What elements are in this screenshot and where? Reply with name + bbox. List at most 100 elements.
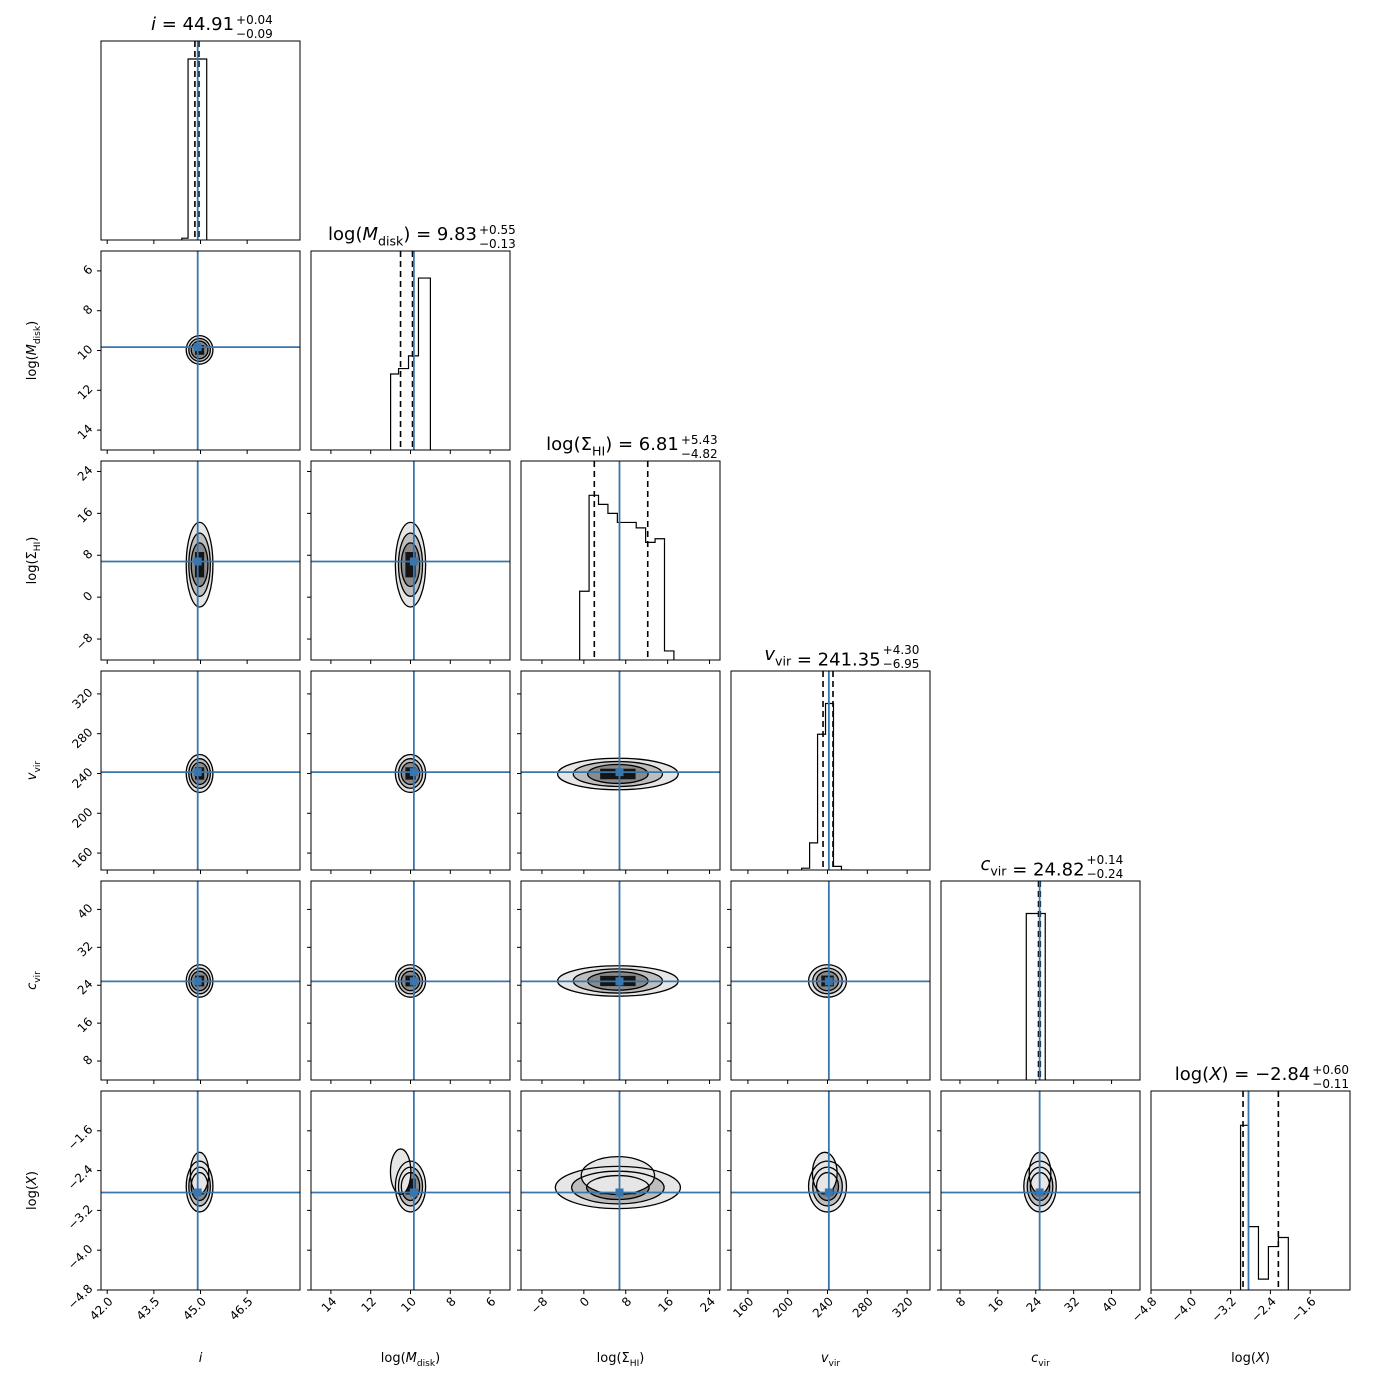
x-tick-label: 16 — [986, 1294, 1007, 1315]
x-axis-label-log_x: log(X) — [1231, 1351, 1270, 1366]
panel-3-1 — [307, 670, 511, 874]
x-tick-label: 280 — [850, 1294, 876, 1320]
y-tick-label: 240 — [69, 765, 95, 791]
panel-frame — [520, 670, 721, 871]
y-tick-label: 24 — [75, 463, 96, 484]
histogram-log_x — [1239, 1124, 1289, 1290]
y-tick-label: 320 — [69, 685, 95, 711]
contour-0 — [807, 1160, 848, 1213]
y-tick-label: 280 — [69, 725, 95, 751]
panel-content — [521, 1091, 720, 1290]
panel-0-0: i = 44.91 +0.04−0.09 — [100, 13, 301, 244]
truth-marker — [615, 768, 624, 777]
contour-0 — [394, 753, 427, 794]
y-axis-label-log_mdisk: log(Mdisk) — [25, 321, 43, 381]
contour-2 — [190, 1171, 209, 1202]
y-tick-label: −2.4 — [65, 1162, 96, 1193]
contour-0 — [185, 1160, 214, 1213]
panel-content — [521, 881, 720, 1080]
histogram-v_vir — [801, 702, 850, 870]
x-axis-label-c_vir: cvir — [1031, 1351, 1050, 1369]
panel-3-0: 160 200 240 280 320 — [69, 670, 301, 874]
y-tick-label: 200 — [69, 805, 95, 831]
x-axis-label-log_sigma_hi: log(ΣHI) — [597, 1351, 645, 1369]
x-tick-label: 320 — [890, 1294, 916, 1320]
density-core — [405, 1178, 416, 1195]
title-plus-c_vir: +0.14 — [1087, 853, 1124, 867]
contour-1 — [188, 337, 211, 362]
title-plus-log_mdisk: +0.55 — [479, 223, 516, 237]
x-tick-label: 8 — [953, 1294, 968, 1309]
panel-4-0: 8 16 24 32 40 — [75, 880, 301, 1084]
panel-4-1 — [307, 880, 511, 1084]
panel-content — [311, 671, 510, 870]
panel-5-2: −8 0 8 16 24 — [517, 1090, 721, 1317]
contour-1 — [188, 532, 211, 597]
title-v_vir: vvir = 241.35 — [764, 644, 880, 670]
contour-1 — [188, 1166, 211, 1207]
panel-5-1: 14 12 10 8 6 — [307, 1090, 511, 1315]
title-plus-v_vir: +4.30 — [883, 643, 920, 657]
panel-content — [101, 461, 300, 660]
contour-0 — [394, 1160, 427, 1213]
panel-5-0: 42.0 43.5 45.0 46.5 −4.8 −4.0 −3.2 −2.4 −1.6 — [65, 1090, 301, 1323]
truth-marker — [193, 768, 202, 777]
panel-content — [181, 41, 208, 240]
x-tick-label: 43.5 — [134, 1294, 163, 1323]
y-axis-label-c_vir: cvir — [25, 971, 43, 990]
contour-2 — [400, 542, 421, 588]
histogram-i — [181, 58, 208, 240]
x-tick-label: −4.0 — [1169, 1294, 1200, 1325]
truth-marker — [615, 1188, 624, 1197]
x-tick-label: 24 — [1024, 1294, 1045, 1315]
truth-marker — [193, 1188, 202, 1197]
contour-2 — [190, 761, 209, 786]
density-tail — [389, 1148, 412, 1195]
title-log_sigma_hi: log(ΣHI) = 6.81 — [546, 434, 679, 458]
contour-2 — [400, 761, 421, 786]
panel-content — [311, 1091, 510, 1290]
contour-0 — [185, 521, 214, 608]
title-c_vir: cvir = 24.82 — [980, 854, 1084, 880]
contour-2 — [587, 763, 649, 785]
truth-marker — [615, 977, 624, 986]
y-tick-label: 160 — [69, 845, 95, 871]
panel-5-5: log(X) = −2.84 +0.60−0.11 −4.8 −4.0 −3.2 −2.4… — [1129, 1063, 1351, 1325]
x-axis-label-log_mdisk: log(Mdisk) — [381, 1351, 441, 1369]
y-tick-label: −1.6 — [65, 1122, 96, 1153]
contour-2 — [190, 542, 209, 588]
contour-2 — [815, 1171, 840, 1202]
panel-frame — [730, 880, 931, 1081]
y-tick-label: −3.2 — [65, 1202, 96, 1233]
panel-content — [311, 881, 510, 1080]
y-tick-label: 8 — [80, 547, 95, 562]
truth-marker — [409, 977, 418, 986]
panel-1-1: log(Mdisk) = 9.83 +0.55−0.13 — [310, 223, 516, 454]
panel-3-3: vvir = 241.35 +4.30−6.95 — [730, 643, 931, 874]
panel-content — [101, 881, 300, 1080]
y-axis-label-v_vir: vvir — [25, 761, 43, 781]
x-tick-label: 240 — [810, 1294, 836, 1320]
title-minus-log_x: −0.11 — [1312, 1077, 1349, 1091]
x-tick-label: 46.5 — [227, 1294, 256, 1323]
contour-0 — [185, 753, 214, 794]
title-plus-log_sigma_hi: +5.43 — [681, 433, 718, 447]
y-tick-label: 16 — [75, 1015, 96, 1036]
x-tick-label: 42.0 — [87, 1294, 116, 1323]
x-tick-label: 200 — [770, 1294, 796, 1320]
x-tick-label: −2.4 — [1248, 1294, 1279, 1325]
x-tick-label: 8 — [619, 1294, 634, 1309]
panel-frame — [520, 1090, 721, 1291]
panel-3-2 — [517, 670, 721, 874]
x-tick-label: 24 — [697, 1294, 718, 1315]
y-tick-label: 12 — [75, 382, 96, 403]
x-axis-label-v_vir: vvir — [821, 1351, 841, 1369]
title-plus-log_x: +0.60 — [1312, 1063, 1349, 1077]
x-tick-label: 10 — [398, 1294, 419, 1315]
panel-content — [390, 251, 431, 450]
panel-5-3: 160 200 240 280 320 — [727, 1090, 931, 1320]
panel-content — [1025, 881, 1046, 1080]
panel-frame — [520, 880, 721, 1081]
y-tick-label: −4.0 — [65, 1242, 96, 1273]
